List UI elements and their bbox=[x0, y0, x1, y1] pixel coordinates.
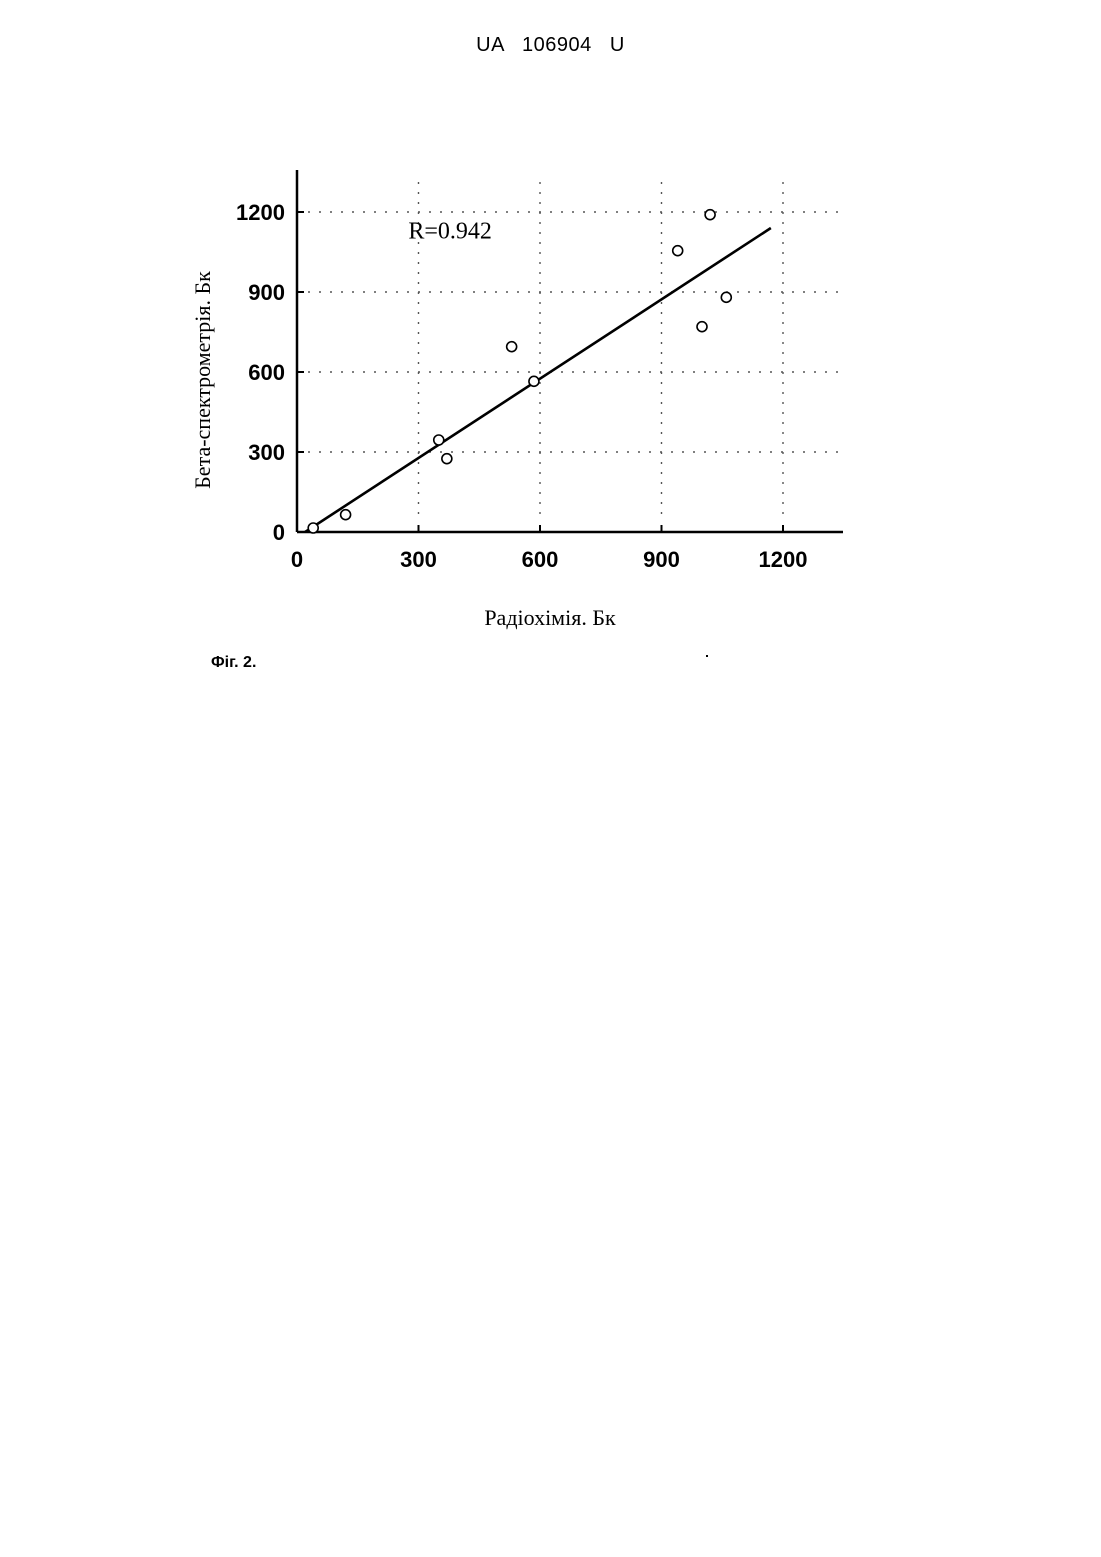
x-tick-label: 900 bbox=[643, 547, 680, 572]
data-point bbox=[442, 454, 452, 464]
data-point bbox=[673, 246, 683, 256]
x-tick-label: 300 bbox=[400, 547, 437, 572]
scatter-chart: 0 300 600 900 1200 0 300 600 900 1200 R=0.942 Рад… bbox=[180, 160, 880, 640]
y-tick-label: 600 bbox=[248, 360, 285, 385]
document-number: UA 106904 U bbox=[0, 34, 1101, 57]
data-point bbox=[529, 376, 539, 386]
y-axis-label: Бета-спектрометрія. Бк bbox=[190, 271, 215, 489]
data-point bbox=[434, 435, 444, 445]
x-tick-label: 0 bbox=[291, 547, 303, 572]
data-point bbox=[721, 292, 731, 302]
figure-caption: Фіг. 2. bbox=[211, 654, 256, 672]
x-axis-label: Радіохімія. Бк bbox=[484, 605, 616, 630]
y-tick-label: 900 bbox=[248, 280, 285, 305]
y-tick-label: 0 bbox=[273, 520, 285, 545]
y-tick-label: 1200 bbox=[236, 200, 285, 225]
chart-svg: 0 300 600 900 1200 0 300 600 900 1200 R=0.942 Рад… bbox=[180, 160, 880, 640]
tick-labels: 0 300 600 900 1200 0 300 600 900 1200 bbox=[236, 200, 807, 572]
y-tick-label: 300 bbox=[248, 440, 285, 465]
grid-lines bbox=[297, 182, 843, 520]
data-point bbox=[705, 210, 715, 220]
data-point bbox=[697, 322, 707, 332]
x-tick-label: 1200 bbox=[759, 547, 808, 572]
correlation-annotation: R=0.942 bbox=[408, 219, 492, 245]
data-point bbox=[341, 510, 351, 520]
x-tick-label: 600 bbox=[522, 547, 559, 572]
data-point bbox=[308, 523, 318, 533]
stray-mark bbox=[706, 655, 708, 657]
data-point bbox=[507, 342, 517, 352]
data-points bbox=[308, 210, 731, 533]
axes bbox=[297, 170, 843, 532]
